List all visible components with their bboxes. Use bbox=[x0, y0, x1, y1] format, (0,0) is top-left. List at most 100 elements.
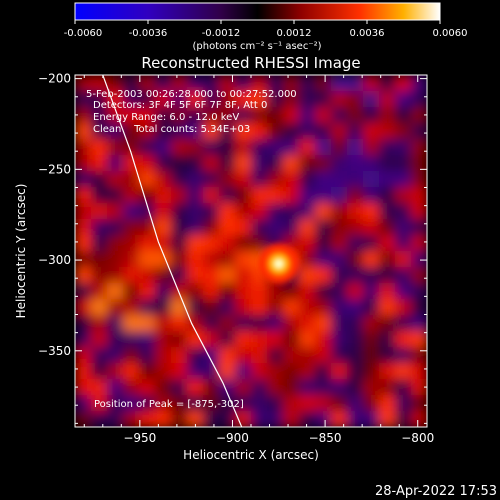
heatmap-cell bbox=[331, 251, 348, 268]
heatmap-cell bbox=[315, 299, 332, 316]
heatmap-cell bbox=[219, 331, 236, 348]
heatmap-cell bbox=[107, 123, 124, 140]
heatmap-cell bbox=[219, 123, 236, 140]
heatmap-cell bbox=[283, 171, 300, 188]
heatmap-cell bbox=[379, 411, 396, 427]
heatmap-cell bbox=[251, 75, 268, 92]
heatmap-cell bbox=[315, 91, 332, 108]
heatmap-cell bbox=[347, 235, 364, 252]
heatmap-cell bbox=[155, 187, 172, 204]
heatmap-cell bbox=[347, 251, 364, 268]
heatmap-cell bbox=[203, 411, 220, 427]
heatmap-cell bbox=[187, 411, 204, 427]
heatmap-cell bbox=[283, 331, 300, 348]
colorbar-unit-label: (photons cm⁻² s⁻¹ asec⁻²) bbox=[192, 41, 321, 52]
heatmap-cell bbox=[379, 155, 396, 172]
heatmap-cell bbox=[139, 139, 156, 156]
heatmap-cell bbox=[299, 235, 316, 252]
heatmap-cell bbox=[379, 187, 396, 204]
heatmap-cell bbox=[283, 363, 300, 380]
heatmap-cell bbox=[411, 75, 427, 92]
heatmap-cell bbox=[123, 251, 140, 268]
heatmap-cell bbox=[91, 267, 108, 284]
heatmap-cell bbox=[347, 299, 364, 316]
heatmap-cell bbox=[187, 299, 204, 316]
heatmap-cell bbox=[75, 347, 92, 364]
heatmap-cell bbox=[251, 187, 268, 204]
heatmap-cell bbox=[315, 331, 332, 348]
heatmap-cell bbox=[219, 219, 236, 236]
heatmap-cell bbox=[235, 411, 252, 427]
heatmap-cell bbox=[379, 251, 396, 268]
x-tick-label: −900 bbox=[216, 431, 249, 445]
heatmap-cell bbox=[315, 203, 332, 220]
heatmap-cell bbox=[171, 363, 188, 380]
heatmap-cell bbox=[363, 107, 380, 124]
heatmap-cell bbox=[107, 395, 124, 412]
heatmap-cell bbox=[315, 219, 332, 236]
heatmap-cell bbox=[139, 91, 156, 108]
heatmap-cell bbox=[411, 251, 427, 268]
solar-limb-curve bbox=[102, 75, 243, 427]
heatmap-cell bbox=[411, 363, 427, 380]
heatmap-cell bbox=[299, 315, 316, 332]
x-tick-label: −800 bbox=[401, 431, 434, 445]
heatmap-cell bbox=[411, 331, 427, 348]
heatmap-cell bbox=[235, 171, 252, 188]
heatmap-cell bbox=[251, 91, 268, 108]
heatmap-cell bbox=[171, 251, 188, 268]
heatmap-cell bbox=[347, 91, 364, 108]
heatmap-cell bbox=[411, 395, 427, 412]
heatmap-cell bbox=[363, 91, 380, 108]
heatmap-cell bbox=[91, 363, 108, 380]
heatmap-cell bbox=[395, 107, 412, 124]
heatmap-cell bbox=[171, 267, 188, 284]
colorbar-tick-label: 0.0036 bbox=[350, 28, 385, 39]
heatmap-cell bbox=[123, 331, 140, 348]
heatmap-cell bbox=[411, 219, 427, 236]
heatmap-cell bbox=[283, 315, 300, 332]
heatmap-cell bbox=[363, 203, 380, 220]
heatmap-cell bbox=[123, 347, 140, 364]
heatmap-cell bbox=[363, 235, 380, 252]
heatmap-cell bbox=[395, 283, 412, 300]
heatmap-cell bbox=[379, 107, 396, 124]
heatmap-cell bbox=[315, 315, 332, 332]
heatmap-cell bbox=[315, 283, 332, 300]
heatmap-cell bbox=[123, 107, 140, 124]
plot-area: −950 −900 −850 −800 −200 −250 −300 −350 5-Feb-2… bbox=[38, 72, 434, 445]
heatmap-cell bbox=[123, 75, 140, 92]
heatmap-cell bbox=[395, 347, 412, 364]
y-tick-label: −250 bbox=[38, 162, 71, 176]
heatmap-cell bbox=[395, 267, 412, 284]
heatmap-cell bbox=[411, 267, 427, 284]
heatmap-cell bbox=[123, 187, 140, 204]
heatmap-cell bbox=[235, 315, 252, 332]
heatmap-cell bbox=[139, 251, 156, 268]
heatmap-cell bbox=[299, 379, 316, 396]
heatmap-cell bbox=[155, 363, 172, 380]
heatmap-cell bbox=[91, 187, 108, 204]
heatmap-cell bbox=[411, 123, 427, 140]
heatmap-cell bbox=[91, 411, 108, 427]
chart-title: Reconstructed RHESSI Image bbox=[141, 54, 360, 72]
heatmap-cell bbox=[283, 395, 300, 412]
heatmap-cell bbox=[91, 203, 108, 220]
heatmap-cell bbox=[331, 155, 348, 172]
heatmap-cell bbox=[411, 283, 427, 300]
annotations: 5-Feb-2003 00:26:28.000 to 00:27:52.000 … bbox=[86, 89, 297, 410]
heatmap-cell bbox=[75, 139, 92, 156]
x-axis-label: Heliocentric X (arcsec) bbox=[183, 448, 319, 462]
heatmap-cell bbox=[187, 187, 204, 204]
heatmap-cell bbox=[139, 187, 156, 204]
heatmap-cell bbox=[251, 203, 268, 220]
heatmap-cell bbox=[155, 395, 172, 412]
heatmap-cell bbox=[187, 155, 204, 172]
heatmap-cell bbox=[91, 347, 108, 364]
heatmap-cell bbox=[171, 331, 188, 348]
heatmap-cell bbox=[75, 155, 92, 172]
heatmap-cell bbox=[91, 251, 108, 268]
heatmap-cell bbox=[171, 219, 188, 236]
heatmap-cell bbox=[299, 187, 316, 204]
annotation-energy: Energy Range: 6.0 - 12.0 keV bbox=[93, 112, 239, 123]
